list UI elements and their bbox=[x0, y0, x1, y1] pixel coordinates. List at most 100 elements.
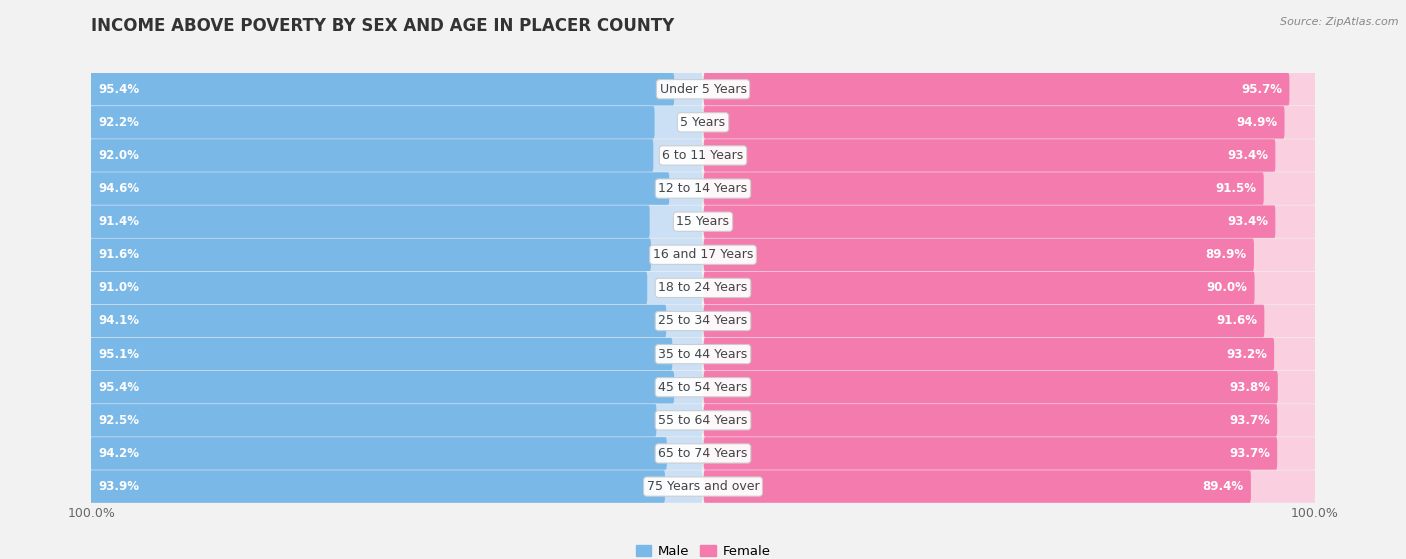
Text: 95.7%: 95.7% bbox=[1241, 83, 1282, 96]
Text: 95.1%: 95.1% bbox=[98, 348, 139, 361]
FancyBboxPatch shape bbox=[704, 106, 1285, 139]
Text: 75 Years and over: 75 Years and over bbox=[647, 480, 759, 493]
Text: Source: ZipAtlas.com: Source: ZipAtlas.com bbox=[1281, 17, 1399, 27]
Text: INCOME ABOVE POVERTY BY SEX AND AGE IN PLACER COUNTY: INCOME ABOVE POVERTY BY SEX AND AGE IN P… bbox=[91, 17, 675, 35]
Text: 89.9%: 89.9% bbox=[1205, 248, 1247, 261]
FancyBboxPatch shape bbox=[90, 139, 702, 172]
FancyBboxPatch shape bbox=[704, 338, 1274, 370]
Text: 91.4%: 91.4% bbox=[98, 215, 139, 228]
FancyBboxPatch shape bbox=[90, 206, 702, 238]
FancyBboxPatch shape bbox=[91, 239, 1315, 271]
Text: 45 to 54 Years: 45 to 54 Years bbox=[658, 381, 748, 394]
FancyBboxPatch shape bbox=[90, 272, 647, 304]
FancyBboxPatch shape bbox=[704, 470, 1316, 503]
Text: 6 to 11 Years: 6 to 11 Years bbox=[662, 149, 744, 162]
FancyBboxPatch shape bbox=[704, 338, 1316, 370]
Text: 94.2%: 94.2% bbox=[98, 447, 139, 460]
Text: 65 to 74 Years: 65 to 74 Years bbox=[658, 447, 748, 460]
Text: 12 to 14 Years: 12 to 14 Years bbox=[658, 182, 748, 195]
FancyBboxPatch shape bbox=[704, 470, 1251, 503]
FancyBboxPatch shape bbox=[90, 172, 669, 205]
FancyBboxPatch shape bbox=[90, 470, 702, 503]
FancyBboxPatch shape bbox=[704, 272, 1254, 304]
FancyBboxPatch shape bbox=[704, 206, 1316, 238]
FancyBboxPatch shape bbox=[704, 371, 1278, 404]
Text: 35 to 44 Years: 35 to 44 Years bbox=[658, 348, 748, 361]
FancyBboxPatch shape bbox=[90, 239, 651, 271]
FancyBboxPatch shape bbox=[90, 371, 702, 404]
FancyBboxPatch shape bbox=[91, 305, 1315, 337]
Text: 93.7%: 93.7% bbox=[1229, 447, 1270, 460]
FancyBboxPatch shape bbox=[90, 106, 702, 139]
FancyBboxPatch shape bbox=[91, 139, 1315, 172]
FancyBboxPatch shape bbox=[91, 106, 1315, 139]
FancyBboxPatch shape bbox=[704, 139, 1316, 172]
FancyBboxPatch shape bbox=[91, 272, 1315, 304]
Text: 5 Years: 5 Years bbox=[681, 116, 725, 129]
FancyBboxPatch shape bbox=[91, 404, 1315, 437]
FancyBboxPatch shape bbox=[704, 239, 1316, 271]
Text: 91.5%: 91.5% bbox=[1216, 182, 1257, 195]
FancyBboxPatch shape bbox=[90, 139, 654, 172]
FancyBboxPatch shape bbox=[704, 172, 1316, 205]
Text: 93.4%: 93.4% bbox=[1227, 149, 1268, 162]
Text: 16 and 17 Years: 16 and 17 Years bbox=[652, 248, 754, 261]
FancyBboxPatch shape bbox=[90, 305, 702, 337]
Text: 90.0%: 90.0% bbox=[1206, 281, 1247, 295]
Text: 93.4%: 93.4% bbox=[1227, 215, 1268, 228]
FancyBboxPatch shape bbox=[90, 338, 702, 370]
Text: 95.4%: 95.4% bbox=[98, 83, 139, 96]
Text: Under 5 Years: Under 5 Years bbox=[659, 83, 747, 96]
FancyBboxPatch shape bbox=[704, 404, 1316, 437]
FancyBboxPatch shape bbox=[704, 139, 1275, 172]
Text: 25 to 34 Years: 25 to 34 Years bbox=[658, 315, 748, 328]
FancyBboxPatch shape bbox=[90, 106, 655, 139]
FancyBboxPatch shape bbox=[90, 470, 665, 503]
Text: 89.4%: 89.4% bbox=[1202, 480, 1244, 493]
FancyBboxPatch shape bbox=[90, 305, 666, 337]
FancyBboxPatch shape bbox=[704, 239, 1254, 271]
FancyBboxPatch shape bbox=[704, 206, 1275, 238]
FancyBboxPatch shape bbox=[704, 305, 1316, 337]
Text: 94.1%: 94.1% bbox=[98, 315, 139, 328]
FancyBboxPatch shape bbox=[90, 338, 672, 370]
FancyBboxPatch shape bbox=[704, 305, 1264, 337]
FancyBboxPatch shape bbox=[90, 371, 673, 404]
FancyBboxPatch shape bbox=[90, 437, 666, 470]
Legend: Male, Female: Male, Female bbox=[630, 539, 776, 559]
FancyBboxPatch shape bbox=[91, 371, 1315, 404]
Text: 92.2%: 92.2% bbox=[98, 116, 139, 129]
FancyBboxPatch shape bbox=[704, 272, 1316, 304]
Text: 93.2%: 93.2% bbox=[1226, 348, 1267, 361]
FancyBboxPatch shape bbox=[90, 206, 650, 238]
FancyBboxPatch shape bbox=[90, 404, 657, 437]
FancyBboxPatch shape bbox=[91, 437, 1315, 470]
FancyBboxPatch shape bbox=[90, 272, 702, 304]
FancyBboxPatch shape bbox=[704, 371, 1316, 404]
FancyBboxPatch shape bbox=[704, 437, 1277, 470]
FancyBboxPatch shape bbox=[91, 73, 1315, 106]
FancyBboxPatch shape bbox=[91, 172, 1315, 205]
Text: 55 to 64 Years: 55 to 64 Years bbox=[658, 414, 748, 427]
Text: 91.0%: 91.0% bbox=[98, 281, 139, 295]
FancyBboxPatch shape bbox=[704, 404, 1277, 437]
Text: 95.4%: 95.4% bbox=[98, 381, 139, 394]
FancyBboxPatch shape bbox=[704, 437, 1316, 470]
FancyBboxPatch shape bbox=[704, 73, 1316, 106]
Text: 91.6%: 91.6% bbox=[98, 248, 139, 261]
Text: 91.6%: 91.6% bbox=[1216, 315, 1257, 328]
Text: 94.9%: 94.9% bbox=[1236, 116, 1277, 129]
FancyBboxPatch shape bbox=[90, 404, 702, 437]
FancyBboxPatch shape bbox=[90, 172, 702, 205]
FancyBboxPatch shape bbox=[90, 437, 702, 470]
FancyBboxPatch shape bbox=[704, 73, 1289, 106]
FancyBboxPatch shape bbox=[90, 73, 702, 106]
FancyBboxPatch shape bbox=[90, 239, 702, 271]
FancyBboxPatch shape bbox=[704, 106, 1316, 139]
FancyBboxPatch shape bbox=[91, 338, 1315, 370]
Text: 93.7%: 93.7% bbox=[1229, 414, 1270, 427]
FancyBboxPatch shape bbox=[91, 206, 1315, 238]
Text: 93.8%: 93.8% bbox=[1230, 381, 1271, 394]
FancyBboxPatch shape bbox=[704, 172, 1264, 205]
Text: 92.5%: 92.5% bbox=[98, 414, 139, 427]
